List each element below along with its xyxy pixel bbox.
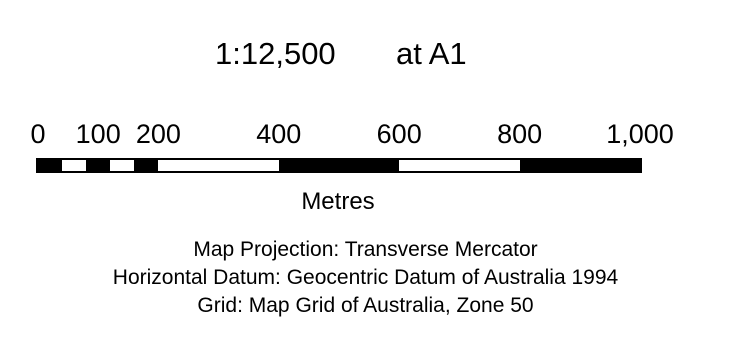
tick-label: 200 [135,119,181,149]
datum-note: Horizontal Datum: Geocentric Datum of Au… [112,266,619,289]
scale-bar-tick-labels: 0 100 200 400 600 800 1,000 [0,116,731,152]
scale-bar-segment-dark [278,160,400,171]
tick-label: 800 [497,119,543,149]
scale-sheet-size: at A1 [396,36,467,71]
scale-bar-segment-dark [38,160,63,171]
scale-bar-segment-light [399,160,520,171]
scale-bar [36,158,642,173]
scale-bar-segment-light [110,160,135,171]
map-notes: Map Projection: Transverse Mercator Hori… [0,236,731,320]
scale-bar-segment-dark [86,160,111,171]
grid-note: Grid: Map Grid of Australia, Zone 50 [197,294,534,317]
projection-note: Map Projection: Transverse Mercator [193,238,538,261]
scale-bar-units: Metres [301,188,375,215]
scale-bar-segment-dark [519,160,640,171]
tick-label: 400 [256,119,302,149]
scale-bar-segment-light [62,160,87,171]
tick-label: 600 [376,119,422,149]
tick-label: 0 [30,119,46,149]
scale-ratio: 1:12,500 at A1 [0,34,731,74]
tick-label: 100 [75,119,121,149]
scale-ratio-value: 1:12,500 [215,36,336,71]
tick-label: 1,000 [606,119,674,149]
scale-bar-segment-dark [134,160,159,171]
scale-bar-segment-light [158,160,279,171]
